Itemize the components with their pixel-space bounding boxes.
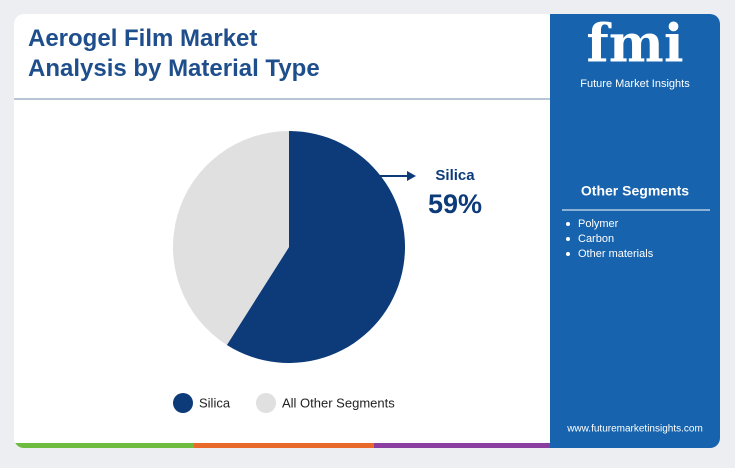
pie-slice (172, 131, 289, 345)
legend-label: All Other Segments (282, 395, 395, 410)
chart-title: Aerogel Film Market Analysis by Material … (28, 25, 320, 82)
callout-arrowhead (407, 171, 416, 181)
callout-value: 59% (428, 189, 482, 219)
bullet (566, 252, 570, 256)
callout-label: Silica (435, 167, 475, 184)
card (14, 14, 720, 448)
sidebar-item: Polymer (578, 218, 619, 230)
bullet (566, 222, 570, 226)
sidebar-bg (550, 14, 720, 448)
brand: Future Market Insights (580, 78, 690, 90)
logo: fmi (586, 14, 683, 75)
website: www.futuremarketinsights.com (566, 424, 703, 435)
pie-slice (226, 131, 405, 363)
strip (194, 443, 374, 448)
strip (374, 443, 550, 448)
legend-swatch (173, 393, 193, 413)
sidebar-item: Carbon (578, 233, 614, 245)
legend-swatch (256, 393, 276, 413)
bullet (566, 237, 570, 241)
strip (14, 443, 194, 448)
legend-label: Silica (199, 395, 231, 410)
sidebar-item: Other materials (578, 248, 654, 260)
sidebar-heading: Other Segments (581, 183, 689, 199)
